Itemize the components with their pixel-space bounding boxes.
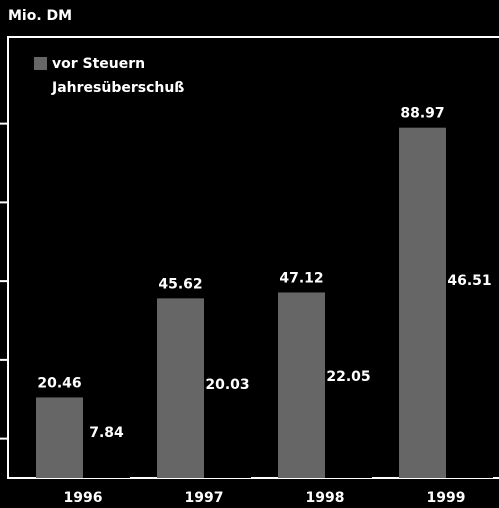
legend-swatch bbox=[34, 57, 47, 70]
legend-label: vor Steuern bbox=[52, 56, 145, 72]
data-label: 45.62 bbox=[158, 276, 202, 292]
legend-swatch bbox=[34, 81, 47, 94]
x-tick-label: 1997 bbox=[185, 490, 224, 506]
frame bbox=[7, 36, 499, 479]
bar bbox=[278, 292, 325, 478]
data-label: 88.97 bbox=[400, 106, 444, 122]
legend-label: Jahresüberschuß bbox=[51, 80, 184, 96]
data-label: 47.12 bbox=[279, 270, 323, 286]
x-tick-label: 1998 bbox=[306, 490, 345, 506]
y-axis-title: Mio. DM bbox=[8, 8, 72, 24]
data-label: 22.05 bbox=[326, 369, 370, 385]
data-label: 20.03 bbox=[205, 377, 249, 393]
bar bbox=[204, 399, 251, 478]
data-label: 7.84 bbox=[89, 425, 124, 441]
bar bbox=[399, 127, 446, 478]
x-tick-label: 1996 bbox=[64, 490, 103, 506]
bar bbox=[36, 397, 83, 478]
bar bbox=[83, 447, 130, 478]
bar bbox=[446, 294, 493, 478]
bar bbox=[325, 391, 372, 478]
data-label: 20.46 bbox=[37, 375, 81, 391]
bar bbox=[157, 298, 204, 478]
data-label: 46.51 bbox=[447, 273, 491, 289]
x-tick-label: 1999 bbox=[427, 490, 466, 506]
